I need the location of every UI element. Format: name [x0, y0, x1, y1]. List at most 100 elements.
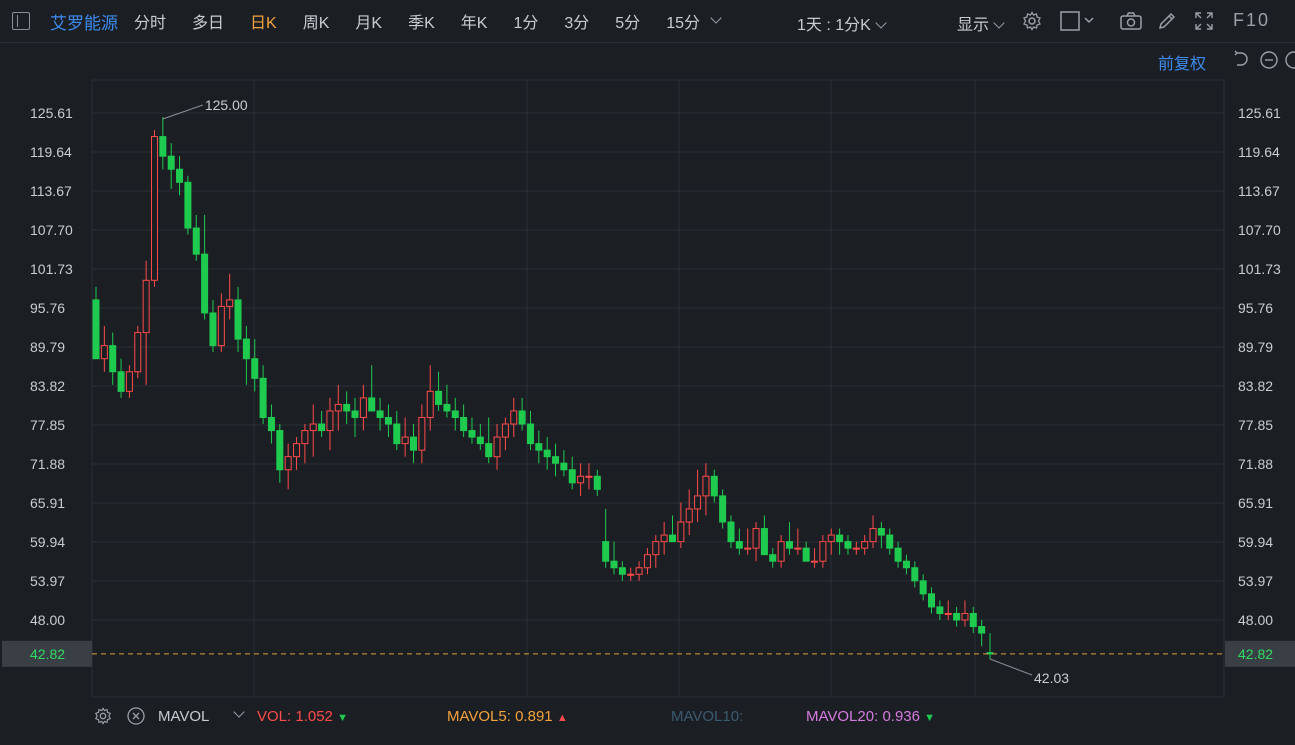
- candle-body: [251, 358, 259, 379]
- candle-body: [777, 541, 785, 562]
- settings-icon[interactable]: [1022, 11, 1042, 31]
- current-price-box-right: [1225, 640, 1295, 667]
- candle-body: [443, 403, 451, 412]
- candle-body: [953, 612, 961, 621]
- candle-body: [476, 436, 484, 445]
- annotations: 42.82 42.82 125.00 42.03: [2, 97, 1295, 686]
- y-tick-label: 125.61: [1238, 105, 1281, 121]
- down-arrow-icon: ▼: [924, 712, 936, 724]
- tab-monthly-k[interactable]: 月K: [355, 15, 383, 32]
- y-tick-label: 65.91: [1238, 495, 1273, 511]
- tab-1min[interactable]: 1分: [513, 15, 539, 32]
- candle-body: [485, 443, 493, 458]
- indicator-chevron[interactable]: [229, 706, 245, 723]
- candle-body: [969, 612, 977, 628]
- candle-body: [802, 547, 810, 562]
- candle-body: [242, 338, 250, 360]
- adjust-mode-button[interactable]: 前复权: [1158, 56, 1207, 73]
- candle-body: [92, 299, 100, 360]
- candle-body: [794, 547, 802, 550]
- y-tick-label: 101.73: [1238, 261, 1281, 277]
- candle-body: [769, 554, 777, 562]
- zoom-in-icon[interactable]: [1284, 50, 1295, 70]
- candle-body: [150, 136, 158, 281]
- candle-body: [376, 410, 384, 418]
- y-tick-label: 71.88: [30, 456, 65, 472]
- y-axis-right: 125.61 119.64 113.67 107.70 101.73 95.76 89.79…: [1238, 105, 1281, 628]
- undo-icon[interactable]: [1232, 50, 1250, 68]
- zoom-out-icon[interactable]: [1259, 50, 1279, 70]
- y-tick-label: 77.85: [1238, 417, 1273, 433]
- square-icon[interactable]: [1060, 11, 1094, 31]
- candles: [92, 116, 994, 659]
- vol-readout: VOL: 1.052 ▼: [257, 708, 348, 725]
- stock-name[interactable]: 艾罗能源: [50, 13, 118, 33]
- candle-body: [727, 521, 735, 543]
- tab-15min[interactable]: 15分: [666, 15, 700, 32]
- sidebar-toggle-icon[interactable]: [12, 12, 30, 30]
- tab-quarterly-k[interactable]: 季K: [408, 15, 435, 32]
- candle-body: [677, 521, 685, 543]
- y-tick-label: 77.85: [30, 417, 65, 433]
- y-tick-label: 53.97: [30, 573, 65, 589]
- y-tick-label: 95.76: [1238, 300, 1273, 316]
- candle-body: [384, 416, 392, 425]
- candle-body: [393, 423, 401, 445]
- period-select[interactable]: 1天 : 1分K: [797, 11, 887, 35]
- current-price-label: 42.82: [1238, 646, 1273, 662]
- y-tick-label: 48.00: [30, 612, 65, 628]
- current-price-label: 42.82: [30, 646, 65, 662]
- candle-body: [744, 547, 752, 550]
- tab-intraday[interactable]: 分时: [134, 15, 167, 32]
- candle-body: [593, 475, 601, 490]
- camera-icon[interactable]: [1120, 11, 1142, 31]
- chevron-down-icon: [233, 706, 245, 718]
- candle-body: [719, 495, 727, 523]
- y-tick-label: 89.79: [1238, 339, 1273, 355]
- tab-3min[interactable]: 3分: [564, 15, 590, 32]
- settings-icon[interactable]: [94, 707, 112, 725]
- candle-body: [451, 410, 459, 418]
- pencil-icon[interactable]: [1157, 11, 1177, 31]
- tab-weekly-k[interactable]: 周K: [302, 15, 330, 32]
- candle-body: [869, 528, 877, 543]
- vol-label: VOL:: [257, 708, 292, 725]
- chart-grid: [91, 79, 1225, 698]
- candle-body: [944, 612, 952, 615]
- candle-body: [660, 534, 668, 543]
- f10-button[interactable]: F10: [1233, 10, 1271, 30]
- candle-body: [293, 443, 301, 458]
- candle-body: [217, 305, 225, 347]
- candle-body: [919, 580, 927, 595]
- y-tick-label: 95.76: [30, 300, 65, 316]
- candle-body: [518, 410, 526, 425]
- candle-body: [267, 416, 275, 432]
- indicator-name: MAVOL: [158, 708, 210, 725]
- candle-body: [618, 567, 626, 575]
- candle-body: [610, 560, 618, 569]
- candle-body: [928, 593, 936, 608]
- candle-body: [326, 410, 334, 432]
- candle-body: [760, 528, 768, 556]
- candle-body: [961, 612, 969, 621]
- display-select[interactable]: 显示: [957, 11, 1005, 35]
- tab-5min[interactable]: 5分: [615, 15, 641, 32]
- candle-body: [109, 345, 117, 373]
- mavol10-readout: MAVOL10:: [671, 708, 743, 725]
- fullscreen-icon[interactable]: [1194, 11, 1214, 31]
- y-tick-label: 65.91: [30, 495, 65, 511]
- tab-daily-k[interactable]: 日K: [250, 15, 277, 32]
- tab-yearly-k[interactable]: 年K: [460, 15, 488, 32]
- mavol20-readout: MAVOL20: 0.936 ▼: [806, 708, 935, 725]
- candle-body: [702, 475, 710, 497]
- candle-body: [861, 541, 869, 549]
- candle-body: [334, 403, 342, 412]
- mavol20-value: 0.936: [882, 708, 920, 725]
- y-tick-label: 101.73: [30, 261, 73, 277]
- tab-multi-day[interactable]: 多日: [192, 15, 225, 32]
- candle-body: [501, 423, 509, 438]
- close-icon[interactable]: [127, 707, 145, 725]
- candle-body: [426, 390, 434, 418]
- candle-body: [936, 606, 944, 614]
